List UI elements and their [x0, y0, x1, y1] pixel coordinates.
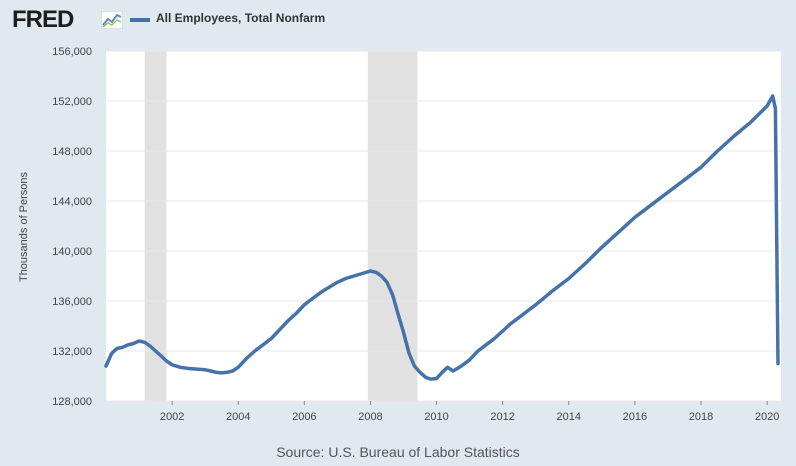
x-tick-label: 2016 [623, 411, 647, 423]
y-tick-label: 132,000 [52, 346, 92, 358]
y-tick-label: 136,000 [52, 296, 92, 308]
x-tick-label: 2008 [358, 411, 382, 423]
recession-bands [144, 51, 418, 401]
fred-logo[interactable]: FRED [12, 6, 74, 33]
recession-band [144, 51, 167, 401]
y-tick-label: 140,000 [52, 246, 92, 258]
x-tick-label: 2020 [755, 411, 779, 423]
grid-lines [106, 50, 781, 402]
line-chart-icon [101, 11, 123, 29]
x-tick-label: 2018 [689, 411, 713, 423]
recession-band [367, 51, 418, 401]
y-axis-ticks: 128,000 132,000 136,000 140,000 144,000 148,0… [52, 46, 92, 408]
x-tick-label: 2006 [292, 411, 316, 423]
y-axis-label: Thousands of Persons [18, 171, 30, 282]
source-note: Source: U.S. Bureau of Labor Statistics [276, 444, 520, 460]
y-tick-label: 148,000 [52, 146, 92, 158]
y-tick-label: 128,000 [52, 396, 92, 408]
x-tick-label: 2010 [424, 411, 448, 423]
legend-swatch [130, 18, 150, 22]
y-tick-label: 152,000 [52, 96, 92, 108]
x-tick-label: 2002 [160, 411, 184, 423]
legend-label[interactable]: All Employees, Total Nonfarm [156, 11, 326, 25]
x-tick-label: 2012 [490, 411, 514, 423]
series-layer [104, 94, 780, 381]
x-tick-label: 2004 [226, 411, 250, 423]
chart-header: FRED All Employees, Total Nonfarm [0, 0, 796, 44]
series-line[interactable] [104, 94, 780, 381]
y-tick-label: 144,000 [52, 196, 92, 208]
y-tick-label: 156,000 [52, 46, 92, 58]
plot-area [106, 51, 781, 401]
x-tick-label: 2014 [557, 411, 581, 423]
x-axis-ticks: 2002 2004 2006 2008 2010 2012 2014 2016 2018 2020 [160, 401, 779, 423]
